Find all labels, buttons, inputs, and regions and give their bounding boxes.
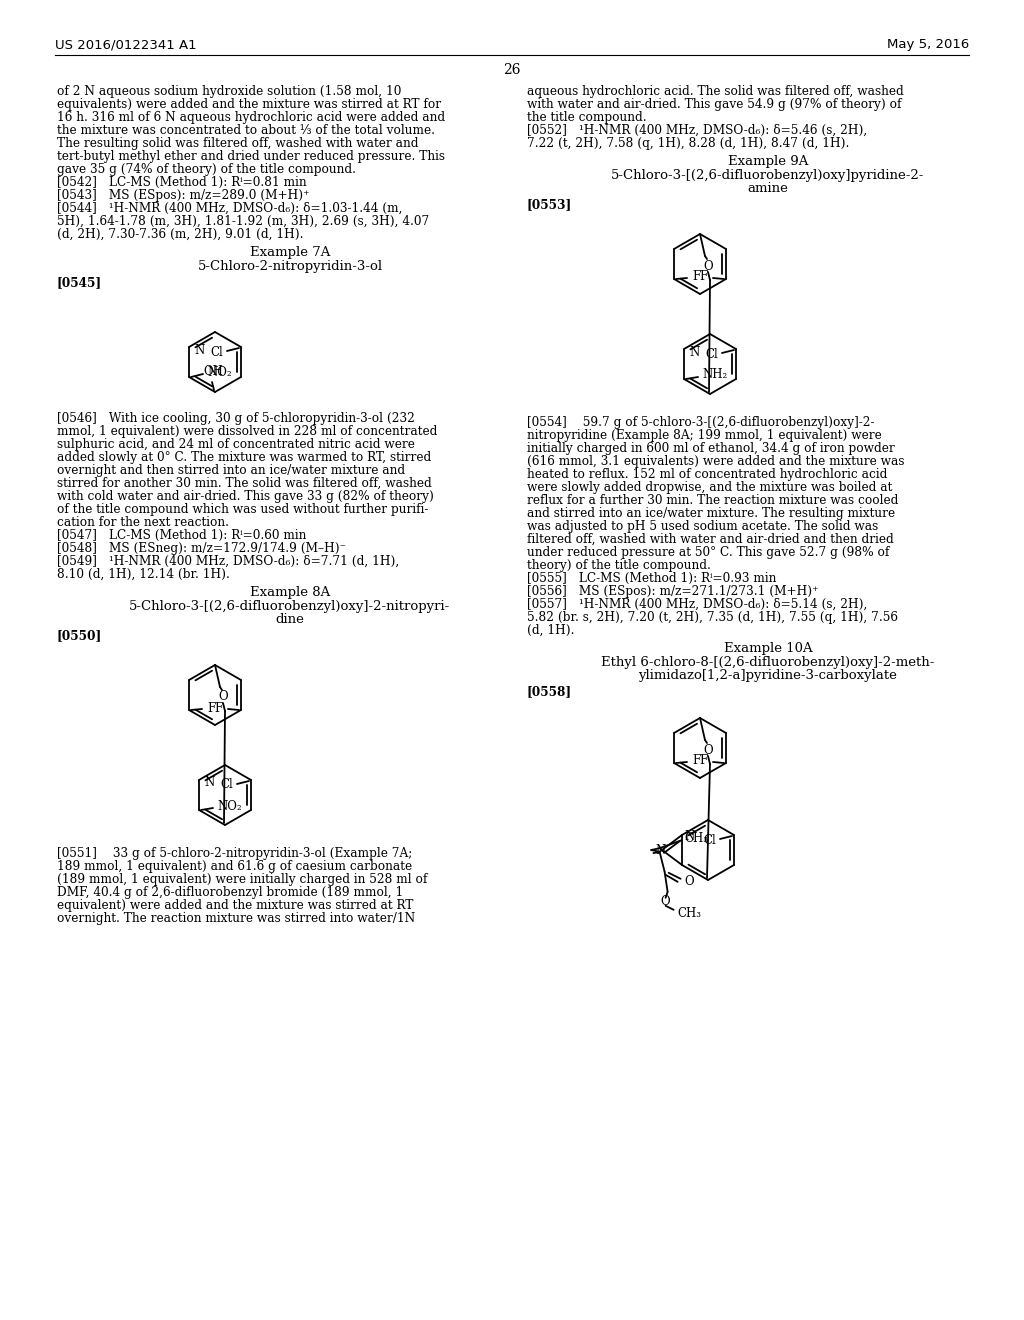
- Text: Cl: Cl: [706, 347, 718, 360]
- Text: [0555] LC-MS (Method 1): Rⁱ=0.93 min: [0555] LC-MS (Method 1): Rⁱ=0.93 min: [527, 572, 776, 585]
- Text: 7.22 (t, 2H), 7.58 (q, 1H), 8.28 (d, 1H), 8.47 (d, 1H).: 7.22 (t, 2H), 7.58 (q, 1H), 8.28 (d, 1H)…: [527, 137, 849, 150]
- Text: (616 mmol, 3.1 equivalents) were added and the mixture was: (616 mmol, 3.1 equivalents) were added a…: [527, 455, 904, 469]
- Text: was adjusted to pH 5 used sodium acetate. The solid was: was adjusted to pH 5 used sodium acetate…: [527, 520, 879, 533]
- Text: F: F: [699, 271, 708, 284]
- Text: DMF, 40.4 g of 2,6-difluorobenzyl bromide (189 mmol, 1: DMF, 40.4 g of 2,6-difluorobenzyl bromid…: [57, 886, 403, 899]
- Text: NO₂: NO₂: [217, 800, 242, 813]
- Text: 5H), 1.64-1.78 (m, 3H), 1.81-1.92 (m, 3H), 2.69 (s, 3H), 4.07: 5H), 1.64-1.78 (m, 3H), 1.81-1.92 (m, 3H…: [57, 215, 429, 228]
- Text: F: F: [215, 701, 223, 714]
- Text: (d, 2H), 7.30-7.36 (m, 2H), 9.01 (d, 1H).: (d, 2H), 7.30-7.36 (m, 2H), 9.01 (d, 1H)…: [57, 228, 303, 242]
- Text: Cl: Cl: [220, 779, 233, 792]
- Text: N: N: [204, 776, 214, 789]
- Text: [0558]: [0558]: [527, 685, 572, 698]
- Text: and stirred into an ice/water mixture. The resulting mixture: and stirred into an ice/water mixture. T…: [527, 507, 895, 520]
- Text: [0544] ¹H-NMR (400 MHz, DMSO-d₆): δ=1.03-1.44 (m,: [0544] ¹H-NMR (400 MHz, DMSO-d₆): δ=1.03…: [57, 202, 402, 215]
- Text: [0550]: [0550]: [57, 630, 102, 642]
- Text: [0543] MS (ESpos): m/z=289.0 (M+H)⁺: [0543] MS (ESpos): m/z=289.0 (M+H)⁺: [57, 189, 309, 202]
- Text: 5-Chloro-3-[(2,6-difluorobenzyl)oxy]pyridine-2-: 5-Chloro-3-[(2,6-difluorobenzyl)oxy]pyri…: [611, 169, 925, 182]
- Text: Example 9A: Example 9A: [728, 154, 808, 168]
- Text: stirred for another 30 min. The solid was filtered off, washed: stirred for another 30 min. The solid wa…: [57, 477, 432, 490]
- Text: [0553]: [0553]: [527, 198, 572, 211]
- Text: O: O: [660, 895, 671, 908]
- Text: N: N: [655, 843, 666, 857]
- Text: with water and air-dried. This gave 54.9 g (97% of theory) of: with water and air-dried. This gave 54.9…: [527, 98, 901, 111]
- Text: tert-butyl methyl ether and dried under reduced pressure. This: tert-butyl methyl ether and dried under …: [57, 150, 445, 162]
- Text: [0551]  33 g of 5-chloro-2-nitropyridin-3-ol (Example 7A;: [0551] 33 g of 5-chloro-2-nitropyridin-3…: [57, 847, 413, 861]
- Text: O: O: [218, 690, 227, 704]
- Text: [0546] With ice cooling, 30 g of 5-chloropyridin-3-ol (232: [0546] With ice cooling, 30 g of 5-chlor…: [57, 412, 415, 425]
- Text: dine: dine: [275, 612, 304, 626]
- Text: NH₂: NH₂: [702, 368, 727, 381]
- Text: N: N: [194, 343, 204, 356]
- Text: 8.10 (d, 1H), 12.14 (br. 1H).: 8.10 (d, 1H), 12.14 (br. 1H).: [57, 568, 229, 581]
- Text: O: O: [703, 260, 713, 272]
- Text: filtered off, washed with water and air-dried and then dried: filtered off, washed with water and air-…: [527, 533, 894, 546]
- Text: 26: 26: [503, 63, 521, 77]
- Text: May 5, 2016: May 5, 2016: [887, 38, 969, 51]
- Text: 5-Chloro-2-nitropyridin-3-ol: 5-Chloro-2-nitropyridin-3-ol: [198, 260, 383, 273]
- Text: mmol, 1 equivalent) were dissolved in 228 ml of concentrated: mmol, 1 equivalent) were dissolved in 22…: [57, 425, 437, 438]
- Text: (d, 1H).: (d, 1H).: [527, 624, 574, 638]
- Text: under reduced pressure at 50° C. This gave 52.7 g (98% of: under reduced pressure at 50° C. This ga…: [527, 546, 890, 558]
- Text: with cold water and air-dried. This gave 33 g (82% of theory): with cold water and air-dried. This gave…: [57, 490, 434, 503]
- Text: O: O: [685, 875, 694, 888]
- Text: were slowly added dropwise, and the mixture was boiled at: were slowly added dropwise, and the mixt…: [527, 480, 892, 494]
- Text: heated to reflux. 152 ml of concentrated hydrochloric acid: heated to reflux. 152 ml of concentrated…: [527, 469, 888, 480]
- Text: N: N: [689, 346, 699, 359]
- Text: [0547] LC-MS (Method 1): Rⁱ=0.60 min: [0547] LC-MS (Method 1): Rⁱ=0.60 min: [57, 529, 306, 543]
- Text: 16 h. 316 ml of 6 N aqueous hydrochloric acid were added and: 16 h. 316 ml of 6 N aqueous hydrochloric…: [57, 111, 445, 124]
- Text: Example 10A: Example 10A: [724, 642, 812, 655]
- Text: [0542] LC-MS (Method 1): Rⁱ=0.81 min: [0542] LC-MS (Method 1): Rⁱ=0.81 min: [57, 176, 306, 189]
- Text: the title compound.: the title compound.: [527, 111, 646, 124]
- Text: [0552] ¹H-NMR (400 MHz, DMSO-d₆): δ=5.46 (s, 2H),: [0552] ¹H-NMR (400 MHz, DMSO-d₆): δ=5.46…: [527, 124, 867, 137]
- Text: F: F: [699, 755, 708, 767]
- Text: [0549] ¹H-NMR (400 MHz, DMSO-d₆): δ=7.71 (d, 1H),: [0549] ¹H-NMR (400 MHz, DMSO-d₆): δ=7.71…: [57, 554, 399, 568]
- Text: ylimidazo[1,2-a]pyridine-3-carboxylate: ylimidazo[1,2-a]pyridine-3-carboxylate: [639, 669, 897, 682]
- Text: the mixture was concentrated to about ⅓ of the total volume.: the mixture was concentrated to about ⅓ …: [57, 124, 435, 137]
- Text: 5-Chloro-3-[(2,6-difluorobenzyl)oxy]-2-nitropyri-: 5-Chloro-3-[(2,6-difluorobenzyl)oxy]-2-n…: [129, 601, 451, 612]
- Text: gave 35 g (74% of theory) of the title compound.: gave 35 g (74% of theory) of the title c…: [57, 162, 356, 176]
- Text: F: F: [692, 755, 700, 767]
- Text: N: N: [684, 830, 694, 843]
- Text: US 2016/0122341 A1: US 2016/0122341 A1: [55, 38, 197, 51]
- Text: nitropyridine (Example 8A; 199 mmol, 1 equivalent) were: nitropyridine (Example 8A; 199 mmol, 1 e…: [527, 429, 882, 442]
- Text: equivalent) were added and the mixture was stirred at RT: equivalent) were added and the mixture w…: [57, 899, 414, 912]
- Text: amine: amine: [748, 182, 788, 195]
- Text: [0557] ¹H-NMR (400 MHz, DMSO-d₆): δ=5.14 (s, 2H),: [0557] ¹H-NMR (400 MHz, DMSO-d₆): δ=5.14…: [527, 598, 867, 611]
- Text: initially charged in 600 ml of ethanol, 34.4 g of iron powder: initially charged in 600 ml of ethanol, …: [527, 442, 895, 455]
- Text: Cl: Cl: [703, 833, 716, 846]
- Text: equivalents) were added and the mixture was stirred at RT for: equivalents) were added and the mixture …: [57, 98, 441, 111]
- Text: overnight. The reaction mixture was stirred into water/1N: overnight. The reaction mixture was stir…: [57, 912, 416, 925]
- Text: Example 8A: Example 8A: [250, 586, 330, 599]
- Text: NO₂: NO₂: [207, 367, 231, 380]
- Text: sulphuric acid, and 24 ml of concentrated nitric acid were: sulphuric acid, and 24 ml of concentrate…: [57, 438, 415, 451]
- Text: of the title compound which was used without further purifi-: of the title compound which was used wit…: [57, 503, 428, 516]
- Text: [0556] MS (ESpos): m/z=271.1/273.1 (M+H)⁺: [0556] MS (ESpos): m/z=271.1/273.1 (M+H)…: [527, 585, 818, 598]
- Text: Cl: Cl: [210, 346, 223, 359]
- Text: CH₃: CH₃: [685, 832, 709, 845]
- Text: cation for the next reaction.: cation for the next reaction.: [57, 516, 229, 529]
- Text: 5.82 (br. s, 2H), 7.20 (t, 2H), 7.35 (d, 1H), 7.55 (q, 1H), 7.56: 5.82 (br. s, 2H), 7.20 (t, 2H), 7.35 (d,…: [527, 611, 898, 624]
- Text: of 2 N aqueous sodium hydroxide solution (1.58 mol, 10: of 2 N aqueous sodium hydroxide solution…: [57, 84, 401, 98]
- Text: Example 7A: Example 7A: [250, 246, 330, 259]
- Text: CH₃: CH₃: [678, 907, 701, 920]
- Text: theory) of the title compound.: theory) of the title compound.: [527, 558, 711, 572]
- Text: F: F: [207, 701, 215, 714]
- Text: overnight and then stirred into an ice/water mixture and: overnight and then stirred into an ice/w…: [57, 465, 406, 477]
- Text: F: F: [692, 271, 700, 284]
- Text: [0554]  59.7 g of 5-chloro-3-[(2,6-difluorobenzyl)oxy]-2-: [0554] 59.7 g of 5-chloro-3-[(2,6-difluo…: [527, 416, 874, 429]
- Text: reflux for a further 30 min. The reaction mixture was cooled: reflux for a further 30 min. The reactio…: [527, 494, 898, 507]
- Text: aqueous hydrochloric acid. The solid was filtered off, washed: aqueous hydrochloric acid. The solid was…: [527, 84, 904, 98]
- Text: The resulting solid was filtered off, washed with water and: The resulting solid was filtered off, wa…: [57, 137, 419, 150]
- Text: (189 mmol, 1 equivalent) were initially charged in 528 ml of: (189 mmol, 1 equivalent) were initially …: [57, 873, 427, 886]
- Text: OH: OH: [203, 366, 223, 378]
- Text: O: O: [703, 743, 713, 756]
- Text: added slowly at 0° C. The mixture was warmed to RT, stirred: added slowly at 0° C. The mixture was wa…: [57, 451, 431, 465]
- Text: [0548] MS (ESneg): m/z=172.9/174.9 (M–H)⁻: [0548] MS (ESneg): m/z=172.9/174.9 (M–H)…: [57, 543, 346, 554]
- Text: [0545]: [0545]: [57, 276, 102, 289]
- Text: Ethyl 6-chloro-8-[(2,6-difluorobenzyl)oxy]-2-meth-: Ethyl 6-chloro-8-[(2,6-difluorobenzyl)ox…: [601, 656, 935, 669]
- Text: 189 mmol, 1 equivalent) and 61.6 g of caesium carbonate: 189 mmol, 1 equivalent) and 61.6 g of ca…: [57, 861, 412, 873]
